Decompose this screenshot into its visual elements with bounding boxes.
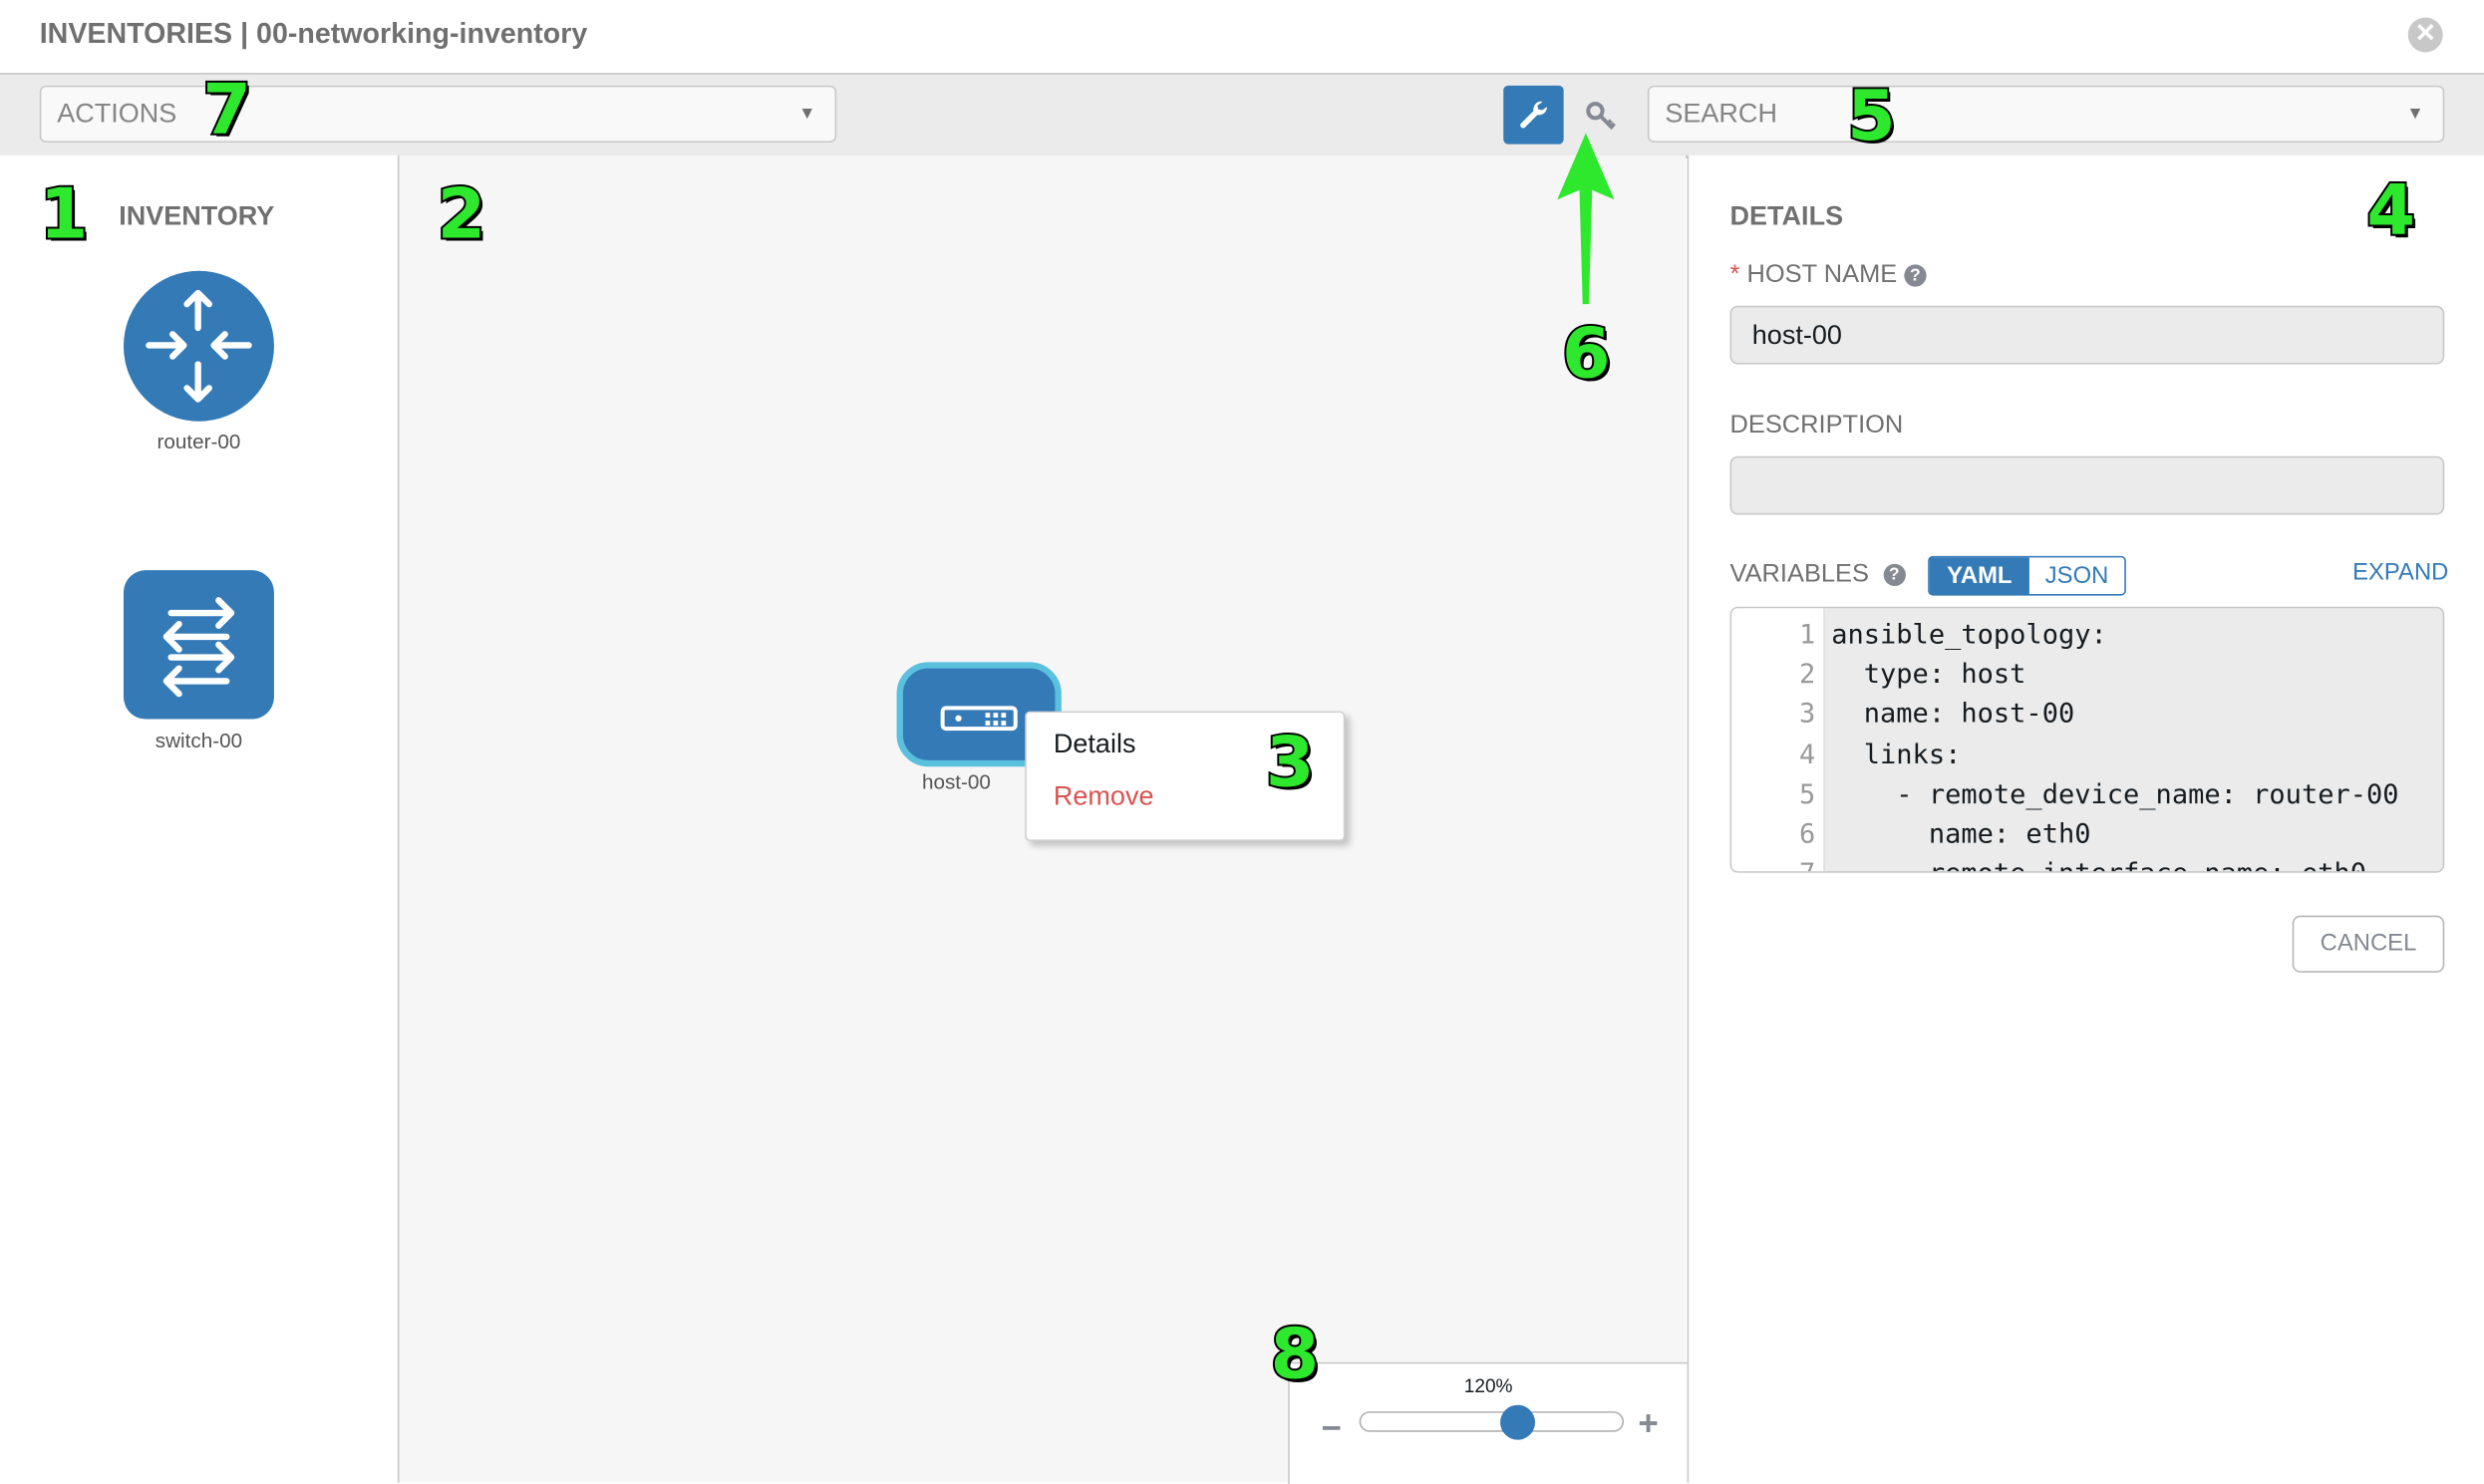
- yaml-toggle[interactable]: YAML: [1929, 557, 2029, 594]
- variables-text: VARIABLES: [1729, 560, 1869, 588]
- code-text: name: host-00: [1831, 699, 2075, 732]
- actions-placeholder: ACTIONS: [57, 98, 177, 129]
- code-line: 2 type: host: [1731, 656, 2443, 696]
- description-label: DESCRIPTION: [1729, 412, 1904, 440]
- help-icon[interactable]: ?: [1883, 563, 1906, 587]
- key-icon[interactable]: [1581, 95, 1622, 136]
- line-number: 2: [1799, 659, 1816, 692]
- switch-icon[interactable]: [123, 570, 274, 720]
- host-name-input[interactable]: host-00: [1729, 305, 2445, 365]
- cancel-button[interactable]: CANCEL: [2292, 915, 2445, 973]
- search-dropdown[interactable]: SEARCH ▼: [1647, 85, 2445, 144]
- annotation-8: 8: [1269, 1313, 1322, 1397]
- code-line: 3 name: host-00: [1731, 696, 2443, 736]
- variables-label: VARIABLES ?: [1730, 561, 1906, 590]
- code-line: 7 remote_interface_name: eth0: [1731, 855, 2443, 872]
- context-menu: Details Remove: [1025, 711, 1346, 841]
- annotation-2: 2: [436, 172, 488, 257]
- required-mark: *: [1729, 261, 1740, 289]
- chevron-down-icon: ▼: [2406, 104, 2424, 124]
- code-text: links:: [1831, 739, 1962, 771]
- annotation-3: 3: [1264, 721, 1317, 805]
- expand-link[interactable]: EXPAND: [2352, 559, 2449, 587]
- inventory-title: INVENTORY: [119, 200, 275, 232]
- zoom-slider[interactable]: [1359, 1411, 1625, 1432]
- zoom-in-icon[interactable]: +: [1638, 1403, 1659, 1443]
- search-placeholder: SEARCH: [1665, 98, 1777, 129]
- actions-dropdown[interactable]: ACTIONS ▼: [39, 85, 837, 144]
- host-name-text: HOST NAME: [1746, 261, 1898, 289]
- line-number: 5: [1799, 778, 1816, 811]
- host-name-label: * HOST NAME ?: [1730, 261, 1927, 290]
- line-number: 6: [1799, 818, 1816, 851]
- help-icon[interactable]: ?: [1904, 264, 1927, 287]
- chevron-down-icon: ▼: [798, 104, 816, 124]
- host-node-label: host-00: [921, 769, 991, 794]
- annotation-4: 4: [2364, 169, 2417, 254]
- annotation-5: 5: [1845, 74, 1898, 158]
- code-text: name: eth0: [1831, 818, 2091, 851]
- code-line: 6 name: eth0: [1731, 815, 2443, 855]
- zoom-slider-thumb[interactable]: [1500, 1404, 1536, 1440]
- zoom-control: 120% − +: [1288, 1361, 1688, 1484]
- menu-item-remove[interactable]: Remove: [1053, 780, 1154, 811]
- code-line: 5 - remote_device_name: router-00: [1731, 775, 2443, 815]
- annotation-1: 1: [38, 172, 91, 257]
- details-panel: DETAILS * HOST NAME ? host-00 DESCRIPTIO…: [1687, 154, 2484, 1483]
- line-number: 4: [1799, 739, 1816, 771]
- description-input[interactable]: [1729, 455, 2445, 515]
- line-number: 7: [1731, 855, 1815, 872]
- inventory-panel: INVENTORY router-00 switch-00: [0, 154, 400, 1483]
- page-title: INVENTORIES | 00-networking-inventory: [39, 17, 588, 50]
- menu-item-details[interactable]: Details: [1053, 729, 1136, 759]
- code-text: remote_interface_name: eth0: [1831, 855, 2366, 872]
- code-line: 1 ansible_topology:: [1731, 616, 2443, 656]
- json-toggle[interactable]: JSON: [2044, 562, 2109, 590]
- code-text: type: host: [1831, 659, 2026, 692]
- switch-label: switch-00: [155, 729, 243, 752]
- zoom-level: 120%: [1463, 1374, 1513, 1397]
- format-toggle: YAML JSON: [1928, 555, 2126, 596]
- code-lines: 1 ansible_topology: 2 type: host 3 name: ho…: [1731, 616, 2443, 872]
- wrench-icon[interactable]: [1503, 85, 1564, 145]
- variables-editor[interactable]: 1 ansible_topology: 2 type: host 3 name: ho…: [1729, 606, 2445, 873]
- router-label: router-00: [156, 429, 241, 453]
- line-number: 1: [1799, 619, 1816, 652]
- editor-gutter: [1731, 608, 1825, 872]
- details-title: DETAILS: [1729, 200, 1844, 232]
- code-line: 4 links:: [1731, 736, 2443, 775]
- code-text: - remote_device_name: router-00: [1831, 778, 2399, 811]
- line-number: 3: [1799, 699, 1816, 732]
- annotation-7: 7: [200, 68, 253, 152]
- annotation-arrow-icon: [1557, 133, 1615, 305]
- annotation-6: 6: [1560, 312, 1613, 397]
- router-icon[interactable]: [123, 270, 274, 422]
- close-circle-icon[interactable]: ✕: [2407, 17, 2443, 53]
- zoom-out-icon[interactable]: −: [1321, 1407, 1342, 1448]
- code-text: ansible_topology:: [1831, 619, 2107, 652]
